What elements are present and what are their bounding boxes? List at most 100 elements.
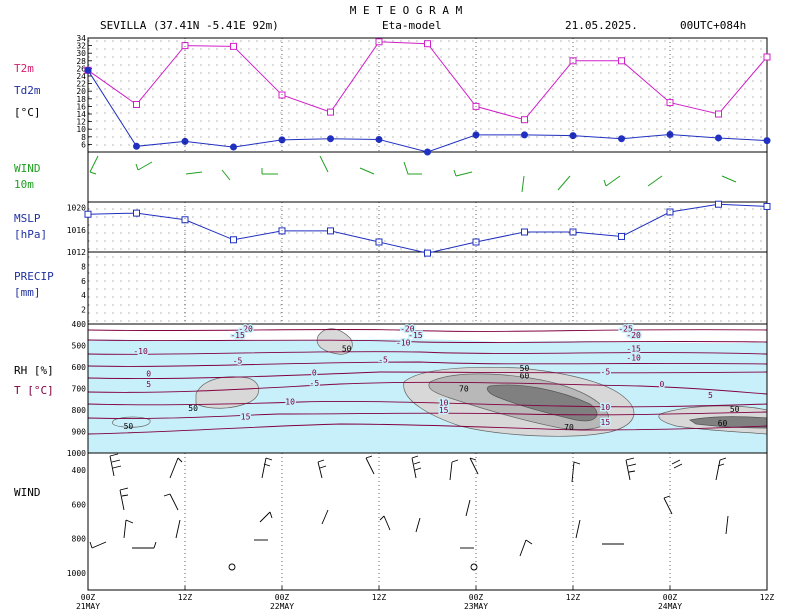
- time-tick-label: 12Z: [566, 593, 581, 602]
- date-tick-label: 21MAY: [76, 602, 100, 611]
- temperature-contour-label: -20: [626, 331, 641, 340]
- time-tick-label: 12Z: [760, 593, 775, 602]
- precip-ytick-label: 8: [81, 262, 86, 271]
- temperature-contour-label: -10: [626, 353, 641, 362]
- temperature-contour-label: 0: [312, 368, 317, 377]
- temperature-contour-label: 10: [601, 403, 611, 412]
- wind10-label: WIND: [14, 162, 41, 175]
- chart-title: M E T E O G R A M: [350, 4, 463, 17]
- temperature-contour-label: -25: [618, 324, 633, 333]
- mslp-ytick-label: 1016: [67, 226, 86, 235]
- temp-ytick-label: 10: [76, 125, 86, 134]
- wind-profile-barbs: [89, 453, 729, 571]
- temp-ytick-label: 26: [76, 64, 86, 73]
- temperature-contour-label: -5: [378, 355, 388, 364]
- mslp-label: MSLP: [14, 212, 41, 225]
- precip-ytick-label: 2: [81, 306, 86, 315]
- mslp-point: [618, 232, 625, 240]
- mslp-point: [230, 236, 237, 244]
- rh-ytick-label: 900: [72, 428, 87, 437]
- td2m-point: [618, 135, 625, 143]
- t2m-point: [133, 101, 140, 108]
- temperature-contour-label: 15: [439, 406, 449, 415]
- mslp-point: [181, 216, 189, 224]
- rh-contour-label: 50: [730, 405, 740, 414]
- wind-profile-panel: [87, 452, 768, 591]
- rh-contour-label: 60: [520, 372, 530, 381]
- temperature-contour-label: -20: [400, 324, 415, 333]
- rh-contour-label: 70: [459, 385, 469, 394]
- t2m-point: [618, 57, 625, 65]
- rh-contour-label: 50: [188, 404, 198, 413]
- temp-ytick-label: 18: [76, 95, 86, 104]
- precip-label: PRECIP: [14, 270, 54, 283]
- temperature-contour-label: 10: [439, 398, 449, 407]
- panel-frames: [87, 37, 768, 591]
- td2m-point: [133, 142, 140, 150]
- td2m-point: [230, 143, 237, 151]
- rh-label: RH [%]: [14, 364, 54, 377]
- rh-ytick-label: 1000: [67, 449, 86, 458]
- rh-contour-label: 50: [124, 422, 134, 431]
- mslp-point: [763, 202, 771, 210]
- rh-contour-label: 50: [520, 364, 530, 373]
- wind10-level-label: 10m: [14, 178, 34, 191]
- date-label: 21.05.2025.: [565, 19, 638, 32]
- temperature-contour-label: 0: [660, 380, 665, 389]
- rh-contour-label: 70: [564, 423, 574, 432]
- temperature-contour-label: 10: [285, 397, 295, 406]
- temperature-contour-label: 15: [601, 418, 611, 427]
- td2m-point: [375, 135, 383, 143]
- precip-ytick-label: 6: [81, 277, 86, 286]
- td2m-point: [715, 134, 722, 142]
- temperature-contour-label: 15: [241, 412, 251, 421]
- t2m-point: [569, 57, 577, 65]
- mslp-unit-label: [hPa]: [14, 228, 47, 241]
- precip-ytick-label: 4: [81, 291, 86, 300]
- wind-profile-ytick-label: 1000: [67, 569, 86, 578]
- td2m-point: [521, 131, 528, 139]
- rh-shading: [88, 324, 768, 453]
- temperature-contour-label: -5: [233, 357, 243, 366]
- temperature-contours: [87, 328, 768, 435]
- temp-ytick-label: 30: [76, 49, 86, 58]
- mslp-point: [84, 210, 92, 218]
- rh-ytick-label: 400: [72, 320, 87, 329]
- temp-ytick-label: 6: [81, 140, 86, 149]
- t2m-point: [230, 42, 237, 50]
- time-tick-label: 12Z: [178, 593, 193, 602]
- td2m-point: [763, 137, 771, 145]
- temperature-contour-label: -15: [408, 331, 423, 340]
- time-tick-label: 12Z: [372, 593, 387, 602]
- rh-ytick-label: 500: [72, 342, 87, 351]
- precip-panel: [87, 251, 768, 325]
- wind-profile-ytick-label: 400: [72, 466, 87, 475]
- date-tick-label: 24MAY: [658, 602, 682, 611]
- time-tick-label: 00Z: [81, 593, 96, 602]
- temperature-contour-label: -15: [230, 331, 245, 340]
- mslp-point: [521, 228, 528, 236]
- temp-ytick-label: 16: [76, 102, 86, 111]
- temperature-contour-label: 5: [146, 380, 151, 389]
- rh-ytick-label: 600: [72, 363, 87, 372]
- rh-ytick-label: 700: [72, 385, 87, 394]
- date-tick-label: 22MAY: [270, 602, 294, 611]
- date-tick-label: 23MAY: [464, 602, 488, 611]
- rh-ytick-label: 800: [72, 406, 87, 415]
- temperature-contour-label: -15: [626, 345, 641, 354]
- temp-ytick-label: 12: [76, 118, 86, 127]
- wind10-barbs: [89, 155, 737, 193]
- rh-contour-label: 50: [342, 345, 352, 354]
- t2m-label: T2m: [14, 62, 34, 75]
- mslp-ytick-label: 1020: [67, 204, 86, 213]
- temperature-contour-label: -10: [133, 347, 148, 356]
- temp-ytick-label: 32: [76, 42, 86, 51]
- mslp-ytick-label: 1012: [67, 248, 86, 257]
- t-prof-label: T [°C]: [14, 384, 54, 397]
- temp-ytick-label: 24: [76, 72, 86, 81]
- t2m-point: [715, 110, 722, 118]
- mslp-point: [424, 249, 431, 257]
- run-label: 00UTC+084h: [680, 19, 746, 32]
- temp-ytick-label: 34: [76, 34, 86, 43]
